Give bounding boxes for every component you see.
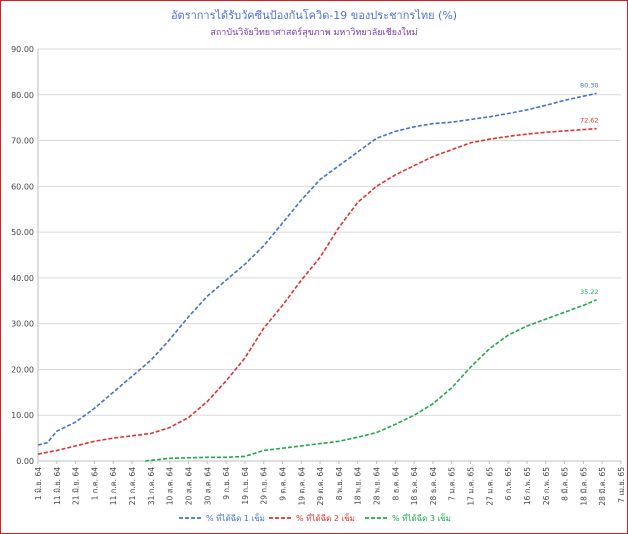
series-line-3 bbox=[145, 299, 597, 462]
series-lines bbox=[37, 92, 597, 462]
x-tick-label: 21 ก.ค. 64 bbox=[128, 467, 137, 505]
x-tick-label: 30 ส.ค. 64 bbox=[203, 467, 212, 505]
y-tick-label: 80.00 bbox=[11, 91, 34, 100]
y-tick-label: 0.00 bbox=[16, 457, 34, 466]
x-tick-label: 27 ม.ค. 65 bbox=[485, 467, 494, 506]
end-labels: 80.30 72.62 35.22 bbox=[580, 81, 599, 295]
x-tick-label: 9 ก.ย. 64 bbox=[222, 467, 231, 500]
chart-subtitle: สถาบันวิจัยวิทยาศาสตร์สุขภาพ มหาวิทยาลัย… bbox=[210, 26, 417, 38]
x-tick-label: 1 มิ.ย. 64 bbox=[34, 467, 43, 500]
x-tick-label: 18 ธ.ค. 64 bbox=[410, 467, 419, 505]
x-tick-label: 17 ม.ค. 65 bbox=[467, 467, 476, 506]
x-tick-label: 19 ต.ค. 64 bbox=[297, 467, 306, 506]
legend-label-1: % ที่ได้ฉีด 1 เข็ม bbox=[206, 512, 265, 523]
series-line-2 bbox=[37, 127, 597, 455]
y-tick-label: 90.00 bbox=[11, 45, 34, 54]
legend: % ที่ได้ฉีด 1 เข็ม % ที่ได้ฉีด 2 เข็ม % ที… bbox=[179, 512, 451, 523]
x-tick-label: 11 มิ.ย. 64 bbox=[53, 467, 62, 505]
chart-title: อัตราการได้รับวัคซีนป้องกันโควิด-19 ของป… bbox=[171, 8, 457, 22]
y-tick-label: 30.00 bbox=[11, 320, 34, 329]
x-tick-label: 28 ธ.ค. 64 bbox=[429, 467, 438, 505]
x-tick-label: 7 ม.ค. 65 bbox=[448, 467, 457, 501]
legend-label-3: % ที่ได้ฉีด 3 เข็ม bbox=[392, 512, 451, 523]
x-tick-label: 31 ก.ค. 64 bbox=[147, 467, 156, 505]
x-tick-label: 26 ก.พ. 65 bbox=[542, 467, 551, 505]
y-tick-label: 40.00 bbox=[11, 274, 34, 283]
end-value-label-1: 80.30 bbox=[580, 81, 599, 89]
x-tick-label: 9 ต.ค. 64 bbox=[278, 467, 287, 501]
x-tick-label: 28 มี.ค. 65 bbox=[598, 467, 607, 506]
x-tick-label: 8 มี.ค. 65 bbox=[561, 467, 570, 501]
x-tick-label: 10 ส.ค. 64 bbox=[166, 467, 175, 505]
x-tick-label: 7 เม.ย. 65 bbox=[617, 467, 626, 503]
x-tick-label: 6 ก.พ. 65 bbox=[504, 467, 513, 501]
x-tick-label: 1 ก.ค. 64 bbox=[90, 467, 99, 501]
x-tick-label: 29 ก.ย. 64 bbox=[260, 467, 269, 505]
x-tick-label: 20 ส.ค. 64 bbox=[184, 467, 193, 505]
end-value-label-3: 35.22 bbox=[580, 288, 599, 296]
y-tick-label: 10.00 bbox=[11, 411, 34, 420]
legend-label-2: % ที่ได้ฉีด 2 เข็ม bbox=[296, 512, 355, 523]
x-tick-label: 11 ก.ค. 64 bbox=[109, 467, 118, 505]
x-tick-label: 8 พ.ย. 64 bbox=[335, 467, 344, 500]
y-tick-label: 60.00 bbox=[11, 182, 34, 191]
y-tick-label: 70.00 bbox=[11, 137, 34, 146]
x-tick-label: 8 ธ.ค. 64 bbox=[391, 467, 400, 501]
x-tick-label: 28 พ.ย. 64 bbox=[373, 467, 382, 505]
x-axis: 1 มิ.ย. 64 11 มิ.ย. 64 21 มิ.ย. 64 1 ก.ค. 6… bbox=[34, 460, 626, 506]
x-tick-label: 19 ก.ย. 64 bbox=[241, 467, 250, 505]
gridlines bbox=[38, 48, 621, 462]
x-tick-label: 18 มี.ค. 65 bbox=[579, 467, 588, 506]
y-axis: 0.00 10.00 20.00 30.00 40.00 50.00 60.00 70.00 8… bbox=[11, 45, 39, 466]
series-line-1 bbox=[37, 92, 597, 446]
x-tick-label: 18 พ.ย. 64 bbox=[354, 467, 363, 505]
y-tick-label: 20.00 bbox=[11, 365, 34, 374]
x-tick-label: 16 ก.พ. 65 bbox=[523, 467, 532, 505]
x-tick-label: 29 ต.ค. 64 bbox=[316, 467, 325, 506]
x-tick-label: 21 มิ.ย. 64 bbox=[72, 467, 81, 505]
end-value-label-2: 72.62 bbox=[580, 117, 599, 125]
y-tick-label: 50.00 bbox=[11, 228, 34, 237]
